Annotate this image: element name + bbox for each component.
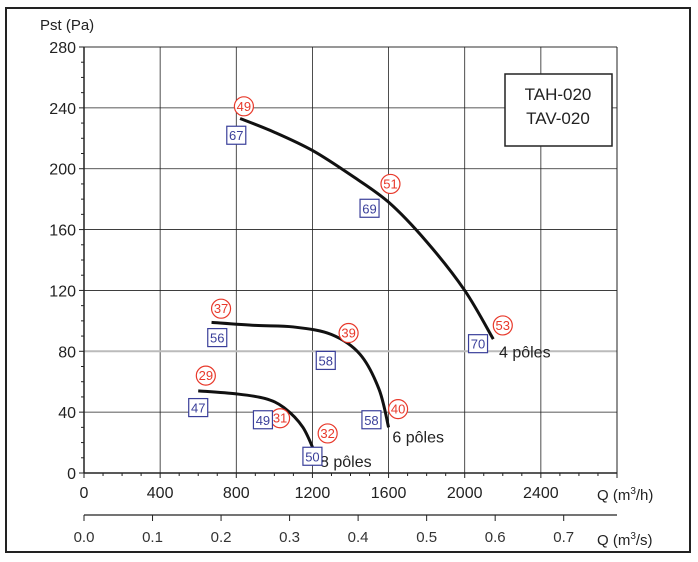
sound-level-circle-label: 53 [496,318,510,333]
sound-power-box [359,198,380,218]
curve-8-p-les [198,389,318,457]
sound-level-circle-label: 51 [383,176,397,191]
x-tick-label: 2000 [447,485,483,502]
sound-level-circle [210,298,232,319]
x-tick-label: 400 [147,485,174,502]
sound-level-circle [338,322,359,344]
x2-tick-label: 0.6 [485,529,506,546]
sound-power-box-label: 69 [362,201,376,216]
sound-power-box [467,334,489,354]
x-tick-label: 2400 [523,485,559,502]
sound-power-box-label: 70 [471,337,485,352]
x2-tick-label: 0.3 [279,529,300,546]
chart-frame [5,7,691,553]
sound-power-box [315,350,336,371]
sound-level-circle-label: 39 [341,326,355,341]
sound-level-circle-label: 40 [391,402,405,417]
sound-power-box [226,125,247,145]
sound-power-box-label: 47 [191,401,205,416]
sound-level-circle [492,315,513,336]
x-axis-label: Q (m3/h) [597,486,653,504]
y-tick-label: 160 [49,223,76,240]
sound-power-box-label: 56 [210,331,224,346]
sound-power-box-label: 58 [319,353,333,368]
sound-level-circle-label: 37 [214,301,228,316]
x2-tick-label: 0.7 [553,529,574,546]
sound-level-circle [233,96,254,117]
x2-tick-label: 0.1 [142,529,163,546]
x-tick-label: 1200 [295,485,331,502]
sound-power-box [188,397,209,418]
legend-line-2: TAV-020 [526,109,590,128]
sound-power-box-label: 58 [364,413,378,428]
y-tick-label: 120 [49,283,76,300]
y-tick-label: 280 [49,40,76,57]
sound-level-circle [195,365,216,386]
sound-level-circle-label: 31 [273,411,287,426]
x-tick-label: 800 [223,485,250,502]
y-tick-label: 0 [67,466,76,483]
y-tick-label: 40 [58,405,76,422]
sound-power-box [302,446,323,466]
sound-level-circle-label: 49 [237,99,251,114]
legend-line-1: TAH-020 [525,85,592,104]
sound-level-circle-label: 32 [320,426,334,441]
x2-tick-label: 0.4 [348,529,369,546]
sound-power-box [361,410,382,430]
sound-power-box [252,410,274,430]
curve-6-p-les [211,320,391,428]
x2-tick-label: 0.5 [416,529,437,546]
y-tick-label: 80 [58,344,76,361]
legend-box: TAH-020 TAV-020 [504,73,613,147]
y-tick-label: 240 [49,101,76,118]
series-label: 8 pôles [320,454,372,471]
sound-power-box-label: 67 [229,128,243,143]
y-axis-label: Pst (Pa) [40,17,94,34]
y-tick-label: 200 [49,162,76,179]
curve-4-p-les [239,117,495,340]
series-label: 6 pôles [392,429,444,446]
x-tick-label: 0 [80,485,89,502]
sound-level-circle [317,423,338,444]
x2-tick-label: 0.2 [211,529,232,546]
sound-level-circle [380,173,401,195]
x2-axis-label: Q (m3/s) [597,531,653,549]
sound-power-box [207,327,228,348]
sound-level-circle [387,399,409,420]
sound-level-circle-label: 29 [199,368,213,383]
sound-power-box-label: 50 [305,449,319,464]
series-label: 4 pôles [499,344,551,361]
x-tick-label: 1600 [371,485,407,502]
x2-tick-label: 0.0 [74,529,95,546]
sound-power-box-label: 49 [256,413,270,428]
